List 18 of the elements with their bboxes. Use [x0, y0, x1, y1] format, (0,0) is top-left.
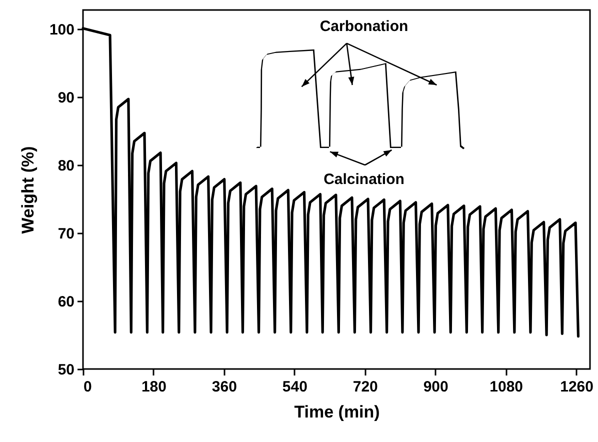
x-tick-label: 1260 — [560, 378, 594, 396]
x-tick-label: 540 — [282, 378, 308, 396]
x-tick-label: 1080 — [490, 378, 524, 396]
x-tick-label: 900 — [423, 378, 448, 396]
y-axis-title: Weight (%) — [18, 146, 38, 234]
y-tick-label: 50 — [58, 362, 74, 378]
annotation: Calcination — [324, 171, 404, 188]
x-axis-title: Time (min) — [294, 402, 380, 422]
y-tick-label: 100 — [49, 22, 74, 39]
annotation: Carbonation — [320, 18, 408, 35]
x-tick-label: 360 — [212, 378, 237, 396]
y-tick-label: 80 — [58, 158, 74, 175]
x-tick-label: 180 — [141, 378, 166, 396]
y-tick-label: 70 — [58, 226, 74, 243]
x-tick-label: 0 — [84, 378, 92, 396]
y-tick-label: 90 — [58, 90, 74, 107]
y-tick-label: 60 — [58, 294, 74, 311]
x-tick-label: 720 — [352, 378, 378, 396]
